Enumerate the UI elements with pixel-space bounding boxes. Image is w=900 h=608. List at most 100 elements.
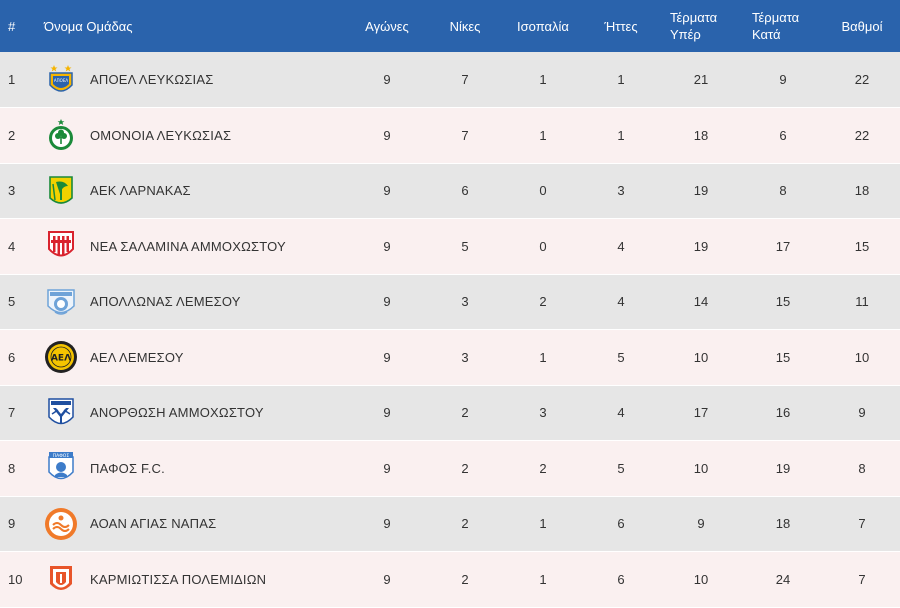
table-row[interactable]: 7 ΑΝΟΡΘΩΣΗ ΑΜΜΟΧΩΣΤΟΥ 9 2 3 4 17 16 9 <box>0 385 900 441</box>
wins-cell: 2 <box>426 551 504 608</box>
table-row[interactable]: 9 ΑΟΑΝ ΑΓΙΑΣ ΝΑΠΑΣ 9 2 1 6 9 18 7 <box>0 496 900 552</box>
goals-against-cell: 16 <box>742 385 824 441</box>
wins-cell: 2 <box>426 496 504 552</box>
team-cell[interactable]: ΑΕΛ ΑΕΛ ΛΕΜΕΣΟΥ <box>40 329 348 386</box>
svg-text:ΠΑΦΟΣ: ΠΑΦΟΣ <box>53 453 70 459</box>
draws-cell: 0 <box>504 163 582 219</box>
header-team-name[interactable]: Όνομα Ομάδας <box>44 18 133 34</box>
team-link[interactable]: ΑΠΟΛΛΩΝΑΣ ΛΕΜΕΣΟΥ <box>40 285 348 319</box>
team-name[interactable]: ΑΠΟΕΛ ΛΕΥΚΩΣΙΑΣ <box>90 72 214 87</box>
wins-cell: 2 <box>426 385 504 441</box>
draws-cell: 1 <box>504 496 582 552</box>
goals-against-cell: 24 <box>742 551 824 608</box>
losses-cell: 1 <box>582 52 660 108</box>
played-cell: 9 <box>348 274 426 330</box>
header-draws[interactable]: Ισοπαλία <box>517 18 569 34</box>
ayia-napa-crest-icon <box>44 507 78 541</box>
goals-against-cell: 15 <box>742 274 824 330</box>
table-row[interactable]: 5 ΑΠΟΛΛΩΝΑΣ ΛΕΜΕΣΟΥ 9 3 2 4 14 15 11 <box>0 274 900 330</box>
points-cell: 11 <box>824 274 900 330</box>
apoel-crest-icon: ΑΠΟΕΛ <box>44 63 78 97</box>
table-row[interactable]: 10 ΚΑΡΜΙΩΤΙΣΣΑ ΠΟΛΕΜΙΔΙΩΝ 9 2 1 6 10 24 … <box>0 551 900 608</box>
team-cell[interactable]: ΚΑΡΜΙΩΤΙΣΣΑ ΠΟΛΕΜΙΔΙΩΝ <box>40 551 348 608</box>
points-cell: 8 <box>824 440 900 497</box>
team-name[interactable]: ΑΝΟΡΘΩΣΗ ΑΜΜΟΧΩΣΤΟΥ <box>90 405 264 421</box>
header-losses[interactable]: Ήττες <box>604 18 638 34</box>
header-points[interactable]: Βαθμοί <box>841 18 883 34</box>
rank-cell: 9 <box>0 496 40 552</box>
header-goals-against[interactable]: Τέρματα Κατά <box>742 0 824 52</box>
goals-against-cell: 9 <box>742 52 824 108</box>
wins-cell: 2 <box>426 440 504 497</box>
played-cell: 9 <box>348 107 426 164</box>
table-row[interactable]: 4 ΝΕΑ ΣΑΛΑΜΙΝΑ ΑΜΜΟΧΩΣΤΟΥ 9 5 0 4 19 17 … <box>0 218 900 275</box>
draws-cell: 1 <box>504 551 582 608</box>
team-link[interactable]: ΑΕΚ ΛΑΡΝΑΚΑΣ <box>40 174 348 208</box>
team-name[interactable]: ΠΑΦΟΣ F.C. <box>90 460 165 476</box>
team-name[interactable]: ΑΕΛ ΛΕΜΕΣΟΥ <box>90 349 184 365</box>
rank-cell: 10 <box>0 551 40 608</box>
rank-cell: 4 <box>0 218 40 275</box>
points-cell: 15 <box>824 218 900 275</box>
team-name[interactable]: ΝΕΑ ΣΑΛΑΜΙΝΑ ΑΜΜΟΧΩΣΤΟΥ <box>90 238 286 254</box>
team-cell[interactable]: ΠΑΦΟΣ ΠΑΦΟΣ F.C. <box>40 440 348 497</box>
losses-cell: 6 <box>582 496 660 552</box>
team-link[interactable]: ΑΠΟΕΛ ΑΠΟΕΛ ΛΕΥΚΩΣΙΑΣ <box>40 63 348 97</box>
losses-cell: 5 <box>582 440 660 497</box>
header-wins[interactable]: Νίκες <box>449 18 481 34</box>
header-goals-against-line2: Κατά <box>752 27 781 42</box>
team-name[interactable]: ΑΠΟΛΛΩΝΑΣ ΛΕΜΕΣΟΥ <box>90 294 241 310</box>
rank-cell: 1 <box>0 52 40 108</box>
team-cell[interactable]: ΝΕΑ ΣΑΛΑΜΙΝΑ ΑΜΜΟΧΩΣΤΟΥ <box>40 218 348 275</box>
team-cell[interactable]: ΑΟΑΝ ΑΓΙΑΣ ΝΑΠΑΣ <box>40 496 348 552</box>
team-link[interactable]: ΑΟΑΝ ΑΓΙΑΣ ΝΑΠΑΣ <box>40 507 348 541</box>
karmiotissa-crest-icon <box>44 562 78 596</box>
team-cell[interactable]: ΑΠΟΛΛΩΝΑΣ ΛΕΜΕΣΟΥ <box>40 274 348 330</box>
goals-for-cell: 21 <box>660 52 742 108</box>
team-link[interactable]: ΟΜΟΝΟΙΑ ΛΕΥΚΩΣΙΑΣ <box>40 118 348 152</box>
goals-for-cell: 19 <box>660 163 742 219</box>
table-row[interactable]: 6 ΑΕΛ ΑΕΛ ΛΕΜΕΣΟΥ 9 3 1 5 10 15 10 <box>0 329 900 386</box>
header-played[interactable]: Αγώνες <box>365 18 409 34</box>
team-name[interactable]: ΑΟΑΝ ΑΓΙΑΣ ΝΑΠΑΣ <box>90 516 217 532</box>
team-link[interactable]: ΠΑΦΟΣ ΠΑΦΟΣ F.C. <box>40 451 348 485</box>
table-row[interactable]: 1 ΑΠΟΕΛ ΑΠΟΕΛ ΛΕΥΚΩΣΙΑΣ 9 7 1 1 21 9 22 <box>0 52 900 108</box>
played-cell: 9 <box>348 496 426 552</box>
wins-cell: 7 <box>426 107 504 164</box>
goals-for-cell: 17 <box>660 385 742 441</box>
draws-cell: 3 <box>504 385 582 441</box>
team-cell[interactable]: ΟΜΟΝΟΙΑ ΛΕΥΚΩΣΙΑΣ <box>40 107 348 164</box>
wins-cell: 7 <box>426 52 504 108</box>
header-goals-for[interactable]: Τέρματα Υπέρ <box>660 0 742 52</box>
team-link[interactable]: ΑΕΛ ΑΕΛ ΛΕΜΕΣΟΥ <box>40 340 348 374</box>
nea-salamina-crest-icon <box>44 229 78 263</box>
team-cell[interactable]: ΑΠΟΕΛ ΑΠΟΕΛ ΛΕΥΚΩΣΙΑΣ <box>40 52 348 108</box>
table-row[interactable]: 8 ΠΑΦΟΣ ΠΑΦΟΣ F.C. 9 2 2 5 10 19 8 <box>0 440 900 497</box>
points-cell: 7 <box>824 551 900 608</box>
team-link[interactable]: ΚΑΡΜΙΩΤΙΣΣΑ ΠΟΛΕΜΙΔΙΩΝ <box>40 562 348 596</box>
header-rank[interactable]: # <box>8 18 16 34</box>
svg-text:ΑΕΛ: ΑΕΛ <box>51 354 71 364</box>
points-cell: 18 <box>824 163 900 219</box>
points-cell: 10 <box>824 329 900 386</box>
team-cell[interactable]: ΑΝΟΡΘΩΣΗ ΑΜΜΟΧΩΣΤΟΥ <box>40 385 348 441</box>
played-cell: 9 <box>348 163 426 219</box>
points-cell: 22 <box>824 52 900 108</box>
pafos-crest-icon: ΠΑΦΟΣ <box>44 451 78 485</box>
losses-cell: 4 <box>582 218 660 275</box>
team-name[interactable]: ΟΜΟΝΟΙΑ ΛΕΥΚΩΣΙΑΣ <box>90 127 232 143</box>
goals-for-cell: 14 <box>660 274 742 330</box>
points-cell: 7 <box>824 496 900 552</box>
team-name[interactable]: ΑΕΚ ΛΑΡΝΑΚΑΣ <box>90 183 191 199</box>
played-cell: 9 <box>348 52 426 108</box>
table-row[interactable]: 3 ΑΕΚ ΛΑΡΝΑΚΑΣ 9 6 0 3 19 8 18 <box>0 163 900 219</box>
team-link[interactable]: ΑΝΟΡΘΩΣΗ ΑΜΜΟΧΩΣΤΟΥ <box>40 396 348 430</box>
played-cell: 9 <box>348 440 426 497</box>
draws-cell: 1 <box>504 329 582 386</box>
team-name[interactable]: ΚΑΡΜΙΩΤΙΣΣΑ ΠΟΛΕΜΙΔΙΩΝ <box>90 571 267 587</box>
table-row[interactable]: 2 ΟΜΟΝΟΙΑ ΛΕΥΚΩΣΙΑΣ 9 7 1 1 18 6 22 <box>0 107 900 164</box>
draws-cell: 2 <box>504 440 582 497</box>
team-cell[interactable]: ΑΕΚ ΛΑΡΝΑΚΑΣ <box>40 163 348 219</box>
team-link[interactable]: ΝΕΑ ΣΑΛΑΜΙΝΑ ΑΜΜΟΧΩΣΤΟΥ <box>40 229 348 263</box>
